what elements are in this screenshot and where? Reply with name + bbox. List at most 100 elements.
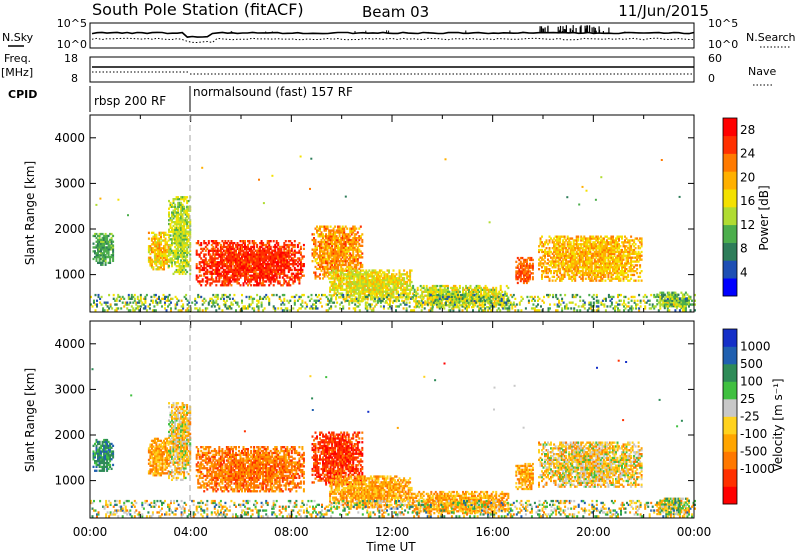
scatter-cell xyxy=(630,245,633,248)
scatter-cell xyxy=(222,249,225,252)
scatter-cell xyxy=(592,248,595,252)
scatter-cell xyxy=(347,246,350,249)
scatter-cell xyxy=(331,252,334,255)
cpid-segment-1: rbsp 200 RF xyxy=(94,94,166,108)
scatter-cell xyxy=(409,282,412,286)
scatter-cell xyxy=(152,231,155,235)
scatter-cell xyxy=(104,240,107,243)
scatter-cell xyxy=(256,268,259,272)
scatter-cell xyxy=(613,271,616,275)
scatter-cell xyxy=(403,280,406,284)
scatter-cell xyxy=(186,236,189,239)
scatter-cell xyxy=(608,256,611,259)
scatter-cell xyxy=(498,290,501,294)
scatter-cell xyxy=(562,260,565,263)
scatter-cell xyxy=(584,243,587,246)
scatter-cell xyxy=(278,245,281,249)
scatter-cell xyxy=(347,265,350,269)
scatter-cell xyxy=(372,277,375,280)
scatter-cell xyxy=(385,277,388,280)
scatter-cell xyxy=(580,237,583,240)
scatter-cell xyxy=(401,277,404,280)
scatter-cell xyxy=(361,263,364,267)
scatter-cell xyxy=(595,266,598,269)
scatter-cell xyxy=(580,239,583,242)
scatter-cell xyxy=(519,266,522,269)
scatter-cell xyxy=(358,227,361,230)
scatter-cell xyxy=(178,222,181,226)
scatter-cell xyxy=(584,254,587,257)
scatter-cell xyxy=(275,274,278,277)
scatter-cell xyxy=(352,231,355,234)
scatter-cell xyxy=(198,243,201,247)
scatter-cell xyxy=(383,273,386,276)
scatter-cell xyxy=(326,240,329,244)
scatter-cell xyxy=(458,300,461,303)
scatter-cell xyxy=(356,273,359,276)
scatter-cell xyxy=(299,259,302,262)
freq-bottom-tick: 8 xyxy=(71,72,78,85)
scatter-cell xyxy=(329,229,332,232)
scatter-cell xyxy=(622,266,625,269)
scatter-cell xyxy=(106,234,109,238)
scatter-cell xyxy=(341,292,344,295)
scatter-cell xyxy=(347,240,350,244)
scatter-cell xyxy=(183,245,186,249)
scatter-cell xyxy=(278,253,281,256)
scatter-cell xyxy=(169,247,172,251)
scatter-cell xyxy=(415,300,418,303)
scatter-cell xyxy=(357,273,360,276)
scatter-cell xyxy=(362,298,365,301)
scatter-cell xyxy=(104,257,107,261)
scatter-cell xyxy=(341,227,344,230)
scatter-cell xyxy=(350,260,353,263)
scatter-cell xyxy=(283,255,286,258)
scatter-cell xyxy=(374,269,377,272)
scatter-cell xyxy=(354,280,357,284)
scatter-cell xyxy=(371,279,374,282)
scatter-cell xyxy=(563,256,566,259)
scatter-cell xyxy=(551,256,554,259)
scatter-cell xyxy=(163,268,166,271)
scatter-cell xyxy=(301,268,304,272)
scatter-cell xyxy=(350,294,353,297)
scatter-cell xyxy=(463,292,466,295)
scatter-cell xyxy=(630,270,633,273)
scatter-cell xyxy=(496,294,499,297)
scatter-cell xyxy=(349,267,352,271)
scatter-cell xyxy=(386,273,389,276)
scatter-cell xyxy=(445,300,448,303)
scatter-cell xyxy=(439,300,442,303)
scatter-cell xyxy=(168,228,171,231)
scatter-cell xyxy=(590,277,593,280)
scatter-cell xyxy=(345,275,348,278)
scatter-cell xyxy=(483,288,486,292)
scatter-cell xyxy=(637,254,640,257)
scatter-cell xyxy=(553,248,556,252)
scatter-cell xyxy=(581,237,584,240)
scatter-cell xyxy=(171,205,174,209)
scatter-cell xyxy=(462,288,465,292)
scatter-cell xyxy=(222,282,225,285)
scatter-cell xyxy=(637,247,640,250)
scatter-cell xyxy=(615,250,618,254)
scatter-cell xyxy=(589,266,592,269)
scatter-cell xyxy=(634,279,637,282)
scatter-cell xyxy=(186,232,189,235)
scatter-cell xyxy=(98,232,101,236)
scatter-cell xyxy=(231,278,234,281)
scatter-cell xyxy=(522,262,525,266)
scatter-cell xyxy=(329,235,332,238)
scatter-cell xyxy=(329,254,332,257)
scatter-cell xyxy=(602,241,605,244)
scatter-cell xyxy=(101,252,104,255)
scatter-cell xyxy=(357,292,360,295)
scatter-cell xyxy=(253,242,256,245)
scatter-cell xyxy=(277,255,280,258)
scatter-cell xyxy=(557,254,560,257)
scatter-cell xyxy=(554,243,557,246)
scatter-cell xyxy=(152,268,155,271)
scatter-cell xyxy=(422,284,425,288)
scatter-cell xyxy=(371,286,374,289)
